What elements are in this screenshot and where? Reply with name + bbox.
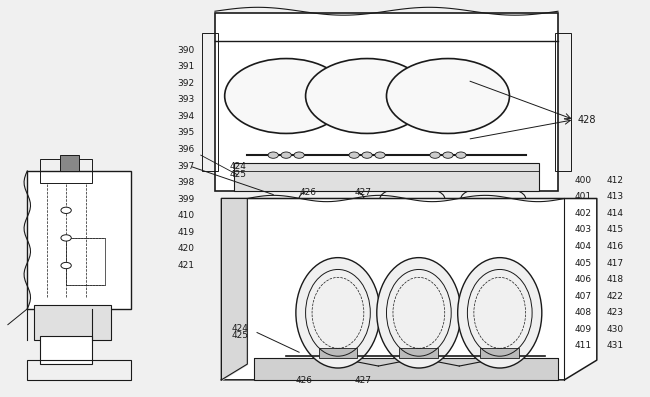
Bar: [351, 90, 383, 102]
Circle shape: [61, 207, 72, 214]
Text: 405: 405: [574, 258, 592, 268]
Text: 426: 426: [299, 187, 316, 197]
Bar: [480, 348, 519, 358]
Text: 414: 414: [606, 209, 623, 218]
Text: 403: 403: [574, 225, 592, 234]
Text: 400: 400: [574, 176, 592, 185]
Bar: [27, 360, 131, 380]
Bar: [215, 13, 558, 191]
Circle shape: [294, 152, 304, 158]
Text: 404: 404: [574, 242, 592, 251]
Text: 396: 396: [177, 145, 194, 154]
Text: 394: 394: [177, 112, 194, 121]
Polygon shape: [222, 198, 248, 380]
Text: 401: 401: [574, 192, 592, 201]
Bar: [40, 337, 92, 364]
Circle shape: [225, 58, 348, 133]
Ellipse shape: [458, 258, 542, 368]
Circle shape: [456, 152, 466, 158]
Text: 421: 421: [177, 261, 194, 270]
Circle shape: [349, 152, 359, 158]
Text: 430: 430: [606, 325, 623, 334]
Text: 431: 431: [606, 341, 623, 350]
Bar: [270, 90, 302, 102]
Text: 410: 410: [177, 211, 194, 220]
Ellipse shape: [377, 258, 461, 368]
Bar: [318, 348, 358, 358]
Text: 412: 412: [606, 176, 623, 185]
Text: 426: 426: [296, 376, 313, 385]
Bar: [400, 348, 438, 358]
Bar: [202, 33, 218, 171]
Bar: [60, 155, 79, 171]
Text: 408: 408: [574, 308, 592, 317]
Text: 409: 409: [574, 325, 592, 334]
Text: 418: 418: [606, 275, 623, 284]
Text: 395: 395: [177, 128, 194, 137]
Bar: [27, 171, 131, 309]
Text: 406: 406: [574, 275, 592, 284]
Text: 427: 427: [354, 376, 371, 385]
Circle shape: [362, 152, 372, 158]
Text: 402: 402: [574, 209, 592, 218]
Text: 423: 423: [606, 308, 623, 317]
Text: 424: 424: [231, 324, 248, 333]
Text: 393: 393: [177, 95, 194, 104]
Text: 422: 422: [606, 292, 623, 301]
Text: 399: 399: [177, 195, 194, 204]
Text: 407: 407: [574, 292, 592, 301]
Text: 413: 413: [606, 192, 623, 201]
Bar: [254, 358, 558, 380]
Circle shape: [306, 58, 428, 133]
Text: 392: 392: [177, 79, 194, 88]
Polygon shape: [222, 198, 597, 380]
Ellipse shape: [296, 258, 380, 368]
Text: 427: 427: [354, 187, 371, 197]
Text: 397: 397: [177, 162, 194, 171]
Bar: [34, 305, 111, 340]
Text: 419: 419: [177, 228, 194, 237]
Bar: [66, 238, 105, 285]
Text: 424: 424: [230, 162, 247, 171]
Text: 420: 420: [177, 244, 194, 253]
Text: 398: 398: [177, 178, 194, 187]
Bar: [235, 163, 539, 191]
Circle shape: [375, 152, 385, 158]
Text: 390: 390: [177, 46, 194, 55]
Bar: [40, 159, 92, 183]
Text: 417: 417: [606, 258, 623, 268]
Text: 428: 428: [577, 116, 596, 125]
Bar: [432, 90, 464, 102]
Text: 416: 416: [606, 242, 623, 251]
Text: 391: 391: [177, 62, 194, 71]
Text: 425: 425: [230, 170, 247, 179]
Bar: [554, 33, 571, 171]
Circle shape: [281, 152, 291, 158]
Circle shape: [268, 152, 278, 158]
Circle shape: [61, 262, 72, 269]
Circle shape: [443, 152, 453, 158]
Text: 415: 415: [606, 225, 623, 234]
Text: 411: 411: [574, 341, 592, 350]
Circle shape: [430, 152, 440, 158]
Circle shape: [387, 58, 510, 133]
Text: 425: 425: [231, 331, 248, 341]
Circle shape: [61, 235, 72, 241]
